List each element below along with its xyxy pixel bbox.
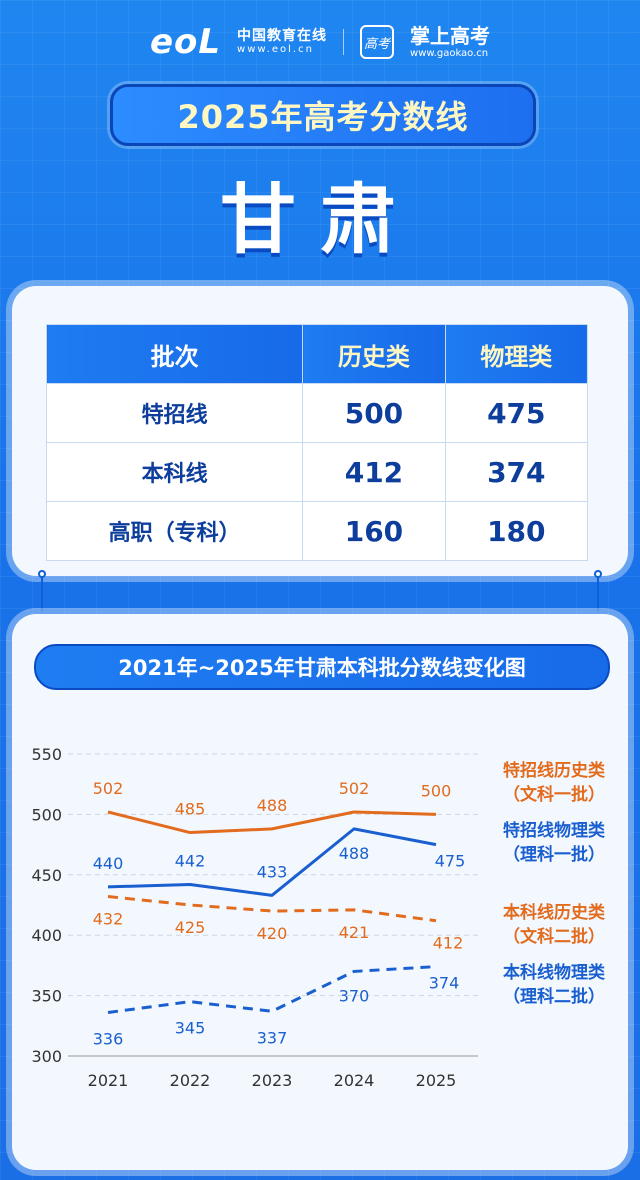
row-history-score: 412 bbox=[302, 442, 446, 502]
table-row: 高职（专科） 160 180 bbox=[45, 501, 589, 561]
data-label: 336 bbox=[93, 1030, 124, 1049]
chart-title-banner: 2021年~2025年甘肃本科批分数线变化图 bbox=[34, 644, 610, 690]
row-physics-score: 374 bbox=[444, 442, 589, 502]
row-physics-score: 180 bbox=[444, 501, 589, 561]
data-label: 502 bbox=[339, 779, 370, 798]
data-label: 420 bbox=[257, 924, 288, 943]
data-label: 345 bbox=[175, 1019, 206, 1038]
data-label: 374 bbox=[429, 974, 460, 993]
gaokao-logo-icon: 高考 bbox=[360, 25, 395, 59]
col-header-history: 历史类 bbox=[302, 324, 446, 384]
line-chart: 300 350 400 450 500 550 2021 2022 2023 2024 2025 50… bbox=[31, 745, 606, 1090]
series-line bbox=[107, 810, 437, 835]
y-tick-label: 400 bbox=[31, 926, 62, 945]
data-label: 421 bbox=[339, 923, 370, 942]
eol-url: www.eol.cn bbox=[237, 44, 314, 56]
legend-sub: （文科二批） bbox=[503, 926, 605, 947]
legend-sub: （理科二批） bbox=[503, 986, 605, 1007]
row-history-score: 160 bbox=[302, 501, 446, 561]
x-tick-label: 2021 bbox=[88, 1071, 129, 1090]
series-line bbox=[107, 827, 437, 897]
table-row: 特招线 500 475 bbox=[45, 383, 589, 443]
data-label: 500 bbox=[421, 781, 452, 800]
data-label: 433 bbox=[257, 862, 288, 881]
series-line bbox=[107, 895, 437, 923]
brand-divider bbox=[343, 29, 345, 55]
row-batch: 特招线 bbox=[45, 383, 304, 443]
title-banner: 2025年高考分数线 bbox=[110, 84, 536, 146]
legend-name: 特招线物理类 bbox=[503, 820, 606, 841]
row-history-score: 500 bbox=[302, 383, 446, 443]
legend-name: 特招线历史类 bbox=[503, 760, 606, 781]
data-label: 370 bbox=[339, 986, 370, 1005]
province-name: 甘肃 bbox=[220, 175, 420, 264]
eol-name: 中国教育在线 bbox=[237, 28, 328, 45]
y-tick-label: 550 bbox=[31, 745, 62, 764]
data-label: 425 bbox=[175, 918, 206, 937]
y-tick-label: 300 bbox=[31, 1047, 62, 1066]
x-tick-label: 2022 bbox=[170, 1071, 211, 1090]
card-connector-left bbox=[38, 570, 46, 620]
row-physics-score: 475 bbox=[444, 383, 589, 443]
eol-brand: 中国教育在线 www.eol.cn bbox=[237, 28, 327, 56]
data-label: 488 bbox=[339, 844, 370, 863]
chart-card bbox=[12, 614, 628, 1170]
col-header-physics: 物理类 bbox=[444, 324, 589, 384]
legend-name: 本科线物理类 bbox=[503, 962, 606, 983]
table-row: 本科线 412 374 bbox=[45, 442, 589, 502]
y-tick-label: 450 bbox=[31, 866, 62, 885]
row-batch: 高职（专科） bbox=[45, 501, 304, 561]
row-batch: 本科线 bbox=[45, 442, 304, 502]
brand-header: eoL 中国教育在线 www.eol.cn 高考 掌上高考 www.gaokao… bbox=[0, 20, 640, 64]
legend-sub: （文科一批） bbox=[503, 784, 605, 805]
data-label: 337 bbox=[257, 1028, 288, 1047]
series-line bbox=[107, 965, 437, 1014]
score-table: 批次 历史类 物理类 特招线 500 475 本科线 412 374 高职（专科… bbox=[45, 324, 589, 561]
gaokao-url: www.gaokao.cn bbox=[410, 47, 489, 59]
card-connector-right bbox=[594, 570, 602, 620]
x-tick-label: 2025 bbox=[416, 1071, 457, 1090]
legend-sub: （理科一批） bbox=[503, 844, 605, 865]
x-tick-label: 2024 bbox=[334, 1071, 375, 1090]
gaokao-name: 掌上高考 bbox=[410, 23, 491, 48]
col-header-batch: 批次 bbox=[45, 324, 304, 384]
page-title: 2025年高考分数线 bbox=[177, 98, 469, 136]
data-label: 485 bbox=[175, 800, 206, 819]
table-header-row: 批次 历史类 物理类 bbox=[45, 324, 589, 384]
eol-logo: eoL bbox=[149, 22, 222, 62]
y-tick-label: 350 bbox=[31, 987, 62, 1006]
gaokao-brand: 掌上高考 www.gaokao.cn bbox=[410, 23, 491, 60]
data-label: 475 bbox=[435, 852, 466, 871]
data-label: 412 bbox=[433, 934, 464, 953]
data-label: 442 bbox=[175, 851, 206, 870]
data-label: 440 bbox=[93, 854, 124, 873]
y-tick-label: 500 bbox=[31, 805, 62, 824]
data-label: 502 bbox=[93, 779, 124, 798]
chart-title: 2021年~2025年甘肃本科批分数线变化图 bbox=[118, 656, 526, 680]
legend-name: 本科线历史类 bbox=[503, 902, 606, 923]
x-tick-label: 2023 bbox=[252, 1071, 293, 1090]
data-label: 488 bbox=[257, 796, 288, 815]
data-label: 432 bbox=[93, 910, 124, 929]
